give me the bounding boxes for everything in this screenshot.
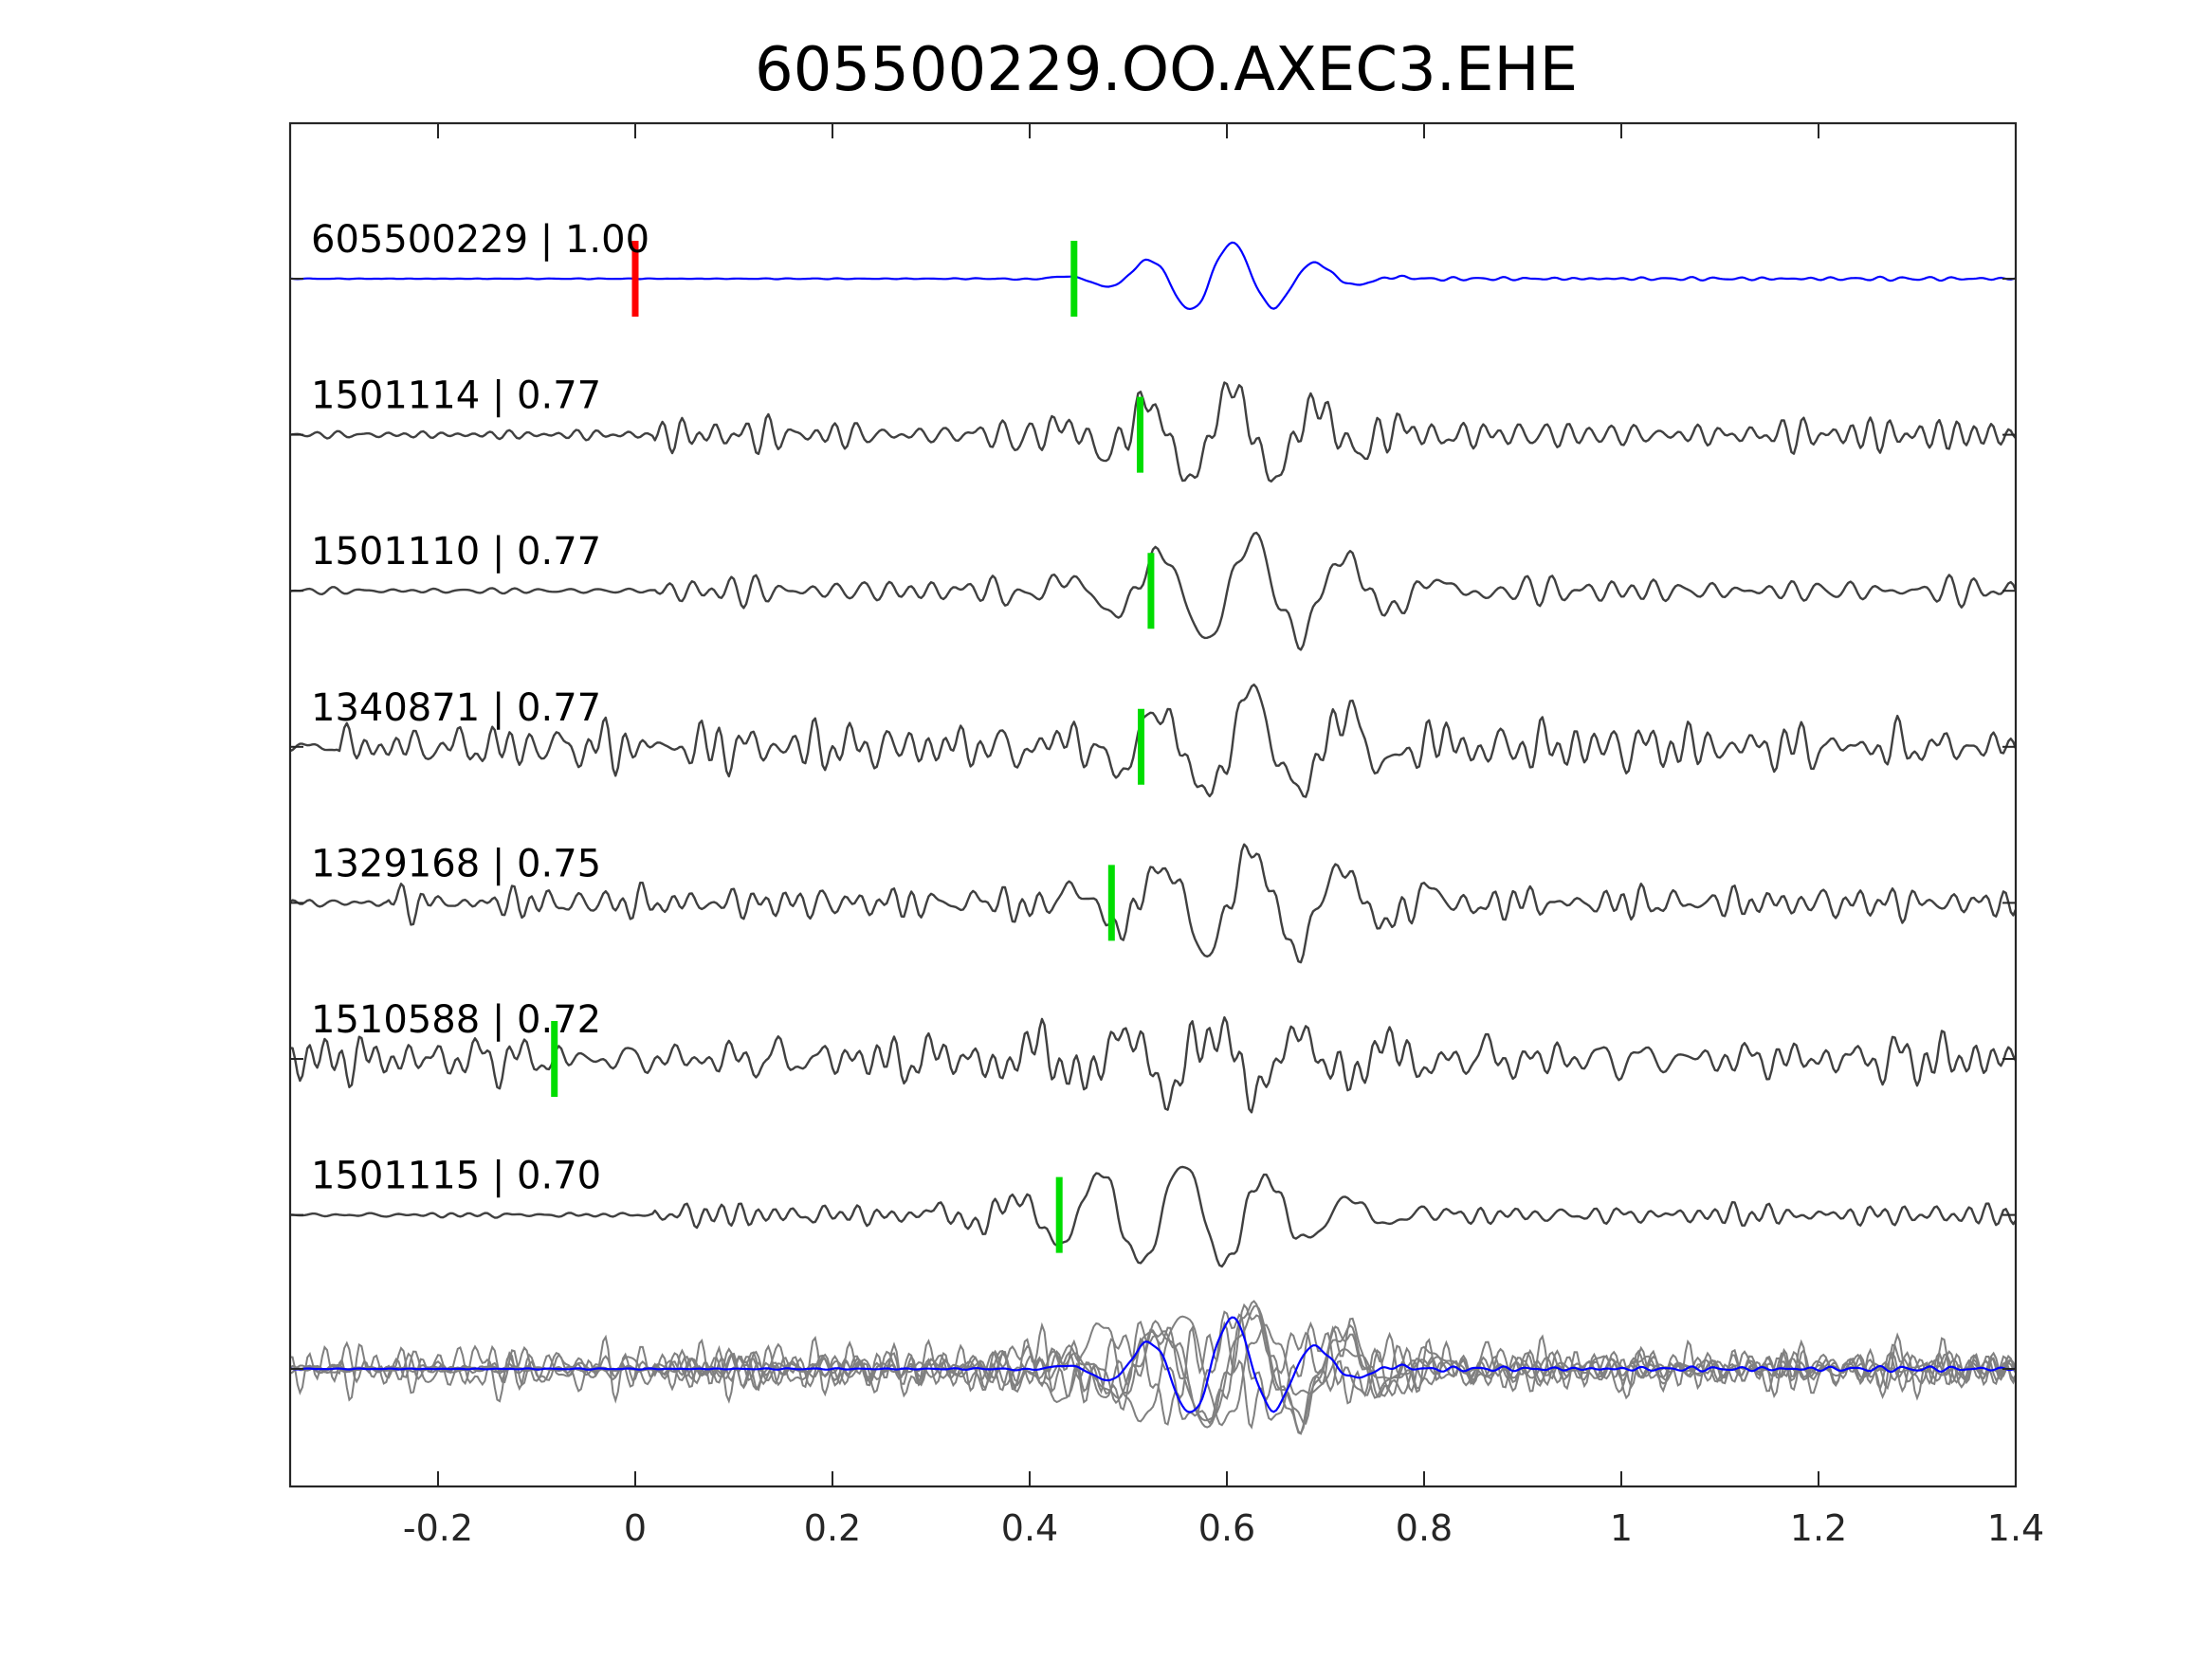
picks	[551, 241, 1155, 1253]
trace-1510588	[290, 1016, 2016, 1114]
trace-1501110	[290, 531, 2016, 651]
trace-605500229	[290, 241, 2016, 310]
trace-label-1501110: 1501110 | 0.77	[311, 530, 601, 574]
x-tick-label: 0.6	[1198, 1507, 1255, 1549]
trace-1501114	[290, 381, 2016, 483]
trace-label-605500229: 605500229 | 1.00	[311, 218, 649, 262]
overlay-trace-605500229	[290, 1316, 2016, 1413]
x-tick-label: 0	[624, 1507, 647, 1549]
x-tick-label: -0.2	[403, 1507, 473, 1549]
x-tick-label: 0.8	[1396, 1507, 1453, 1549]
x-tick-label: 1.2	[1790, 1507, 1847, 1549]
axes-box	[288, 121, 2018, 1488]
trace-1340871	[290, 684, 2016, 798]
trace-label-1501115: 1501115 | 0.70	[311, 1155, 601, 1198]
trace-1501115	[290, 1165, 2016, 1268]
trace-1329168	[290, 843, 2016, 964]
overlay-trace-1501115	[290, 1315, 2016, 1427]
chart-title: 605500229.OO.AXEC3.EHE	[755, 35, 1578, 105]
x-tick-label: 1	[1610, 1507, 1633, 1549]
trace-label-1501114: 1501114 | 0.77	[311, 374, 601, 418]
x-tick-label: 0.4	[1001, 1507, 1058, 1549]
trace-label-1329168: 1329168 | 0.75	[311, 842, 601, 885]
traces	[290, 241, 2016, 1268]
overlay-stack	[290, 1300, 2016, 1435]
x-tick-label: 0.2	[804, 1507, 861, 1549]
x-tick-label: 1.4	[1987, 1507, 2044, 1549]
trace-label-1340871: 1340871 | 0.77	[311, 686, 601, 730]
trace-label-1510588: 1510588 | 0.72	[311, 998, 601, 1042]
axes: -0.2 0 0.2 0.4 0.6 0.8 1 1.2 1.4	[288, 121, 2044, 1549]
trace-labels: 605500229 | 1.00 1501114 | 0.77 1501110 | …	[311, 218, 649, 1198]
